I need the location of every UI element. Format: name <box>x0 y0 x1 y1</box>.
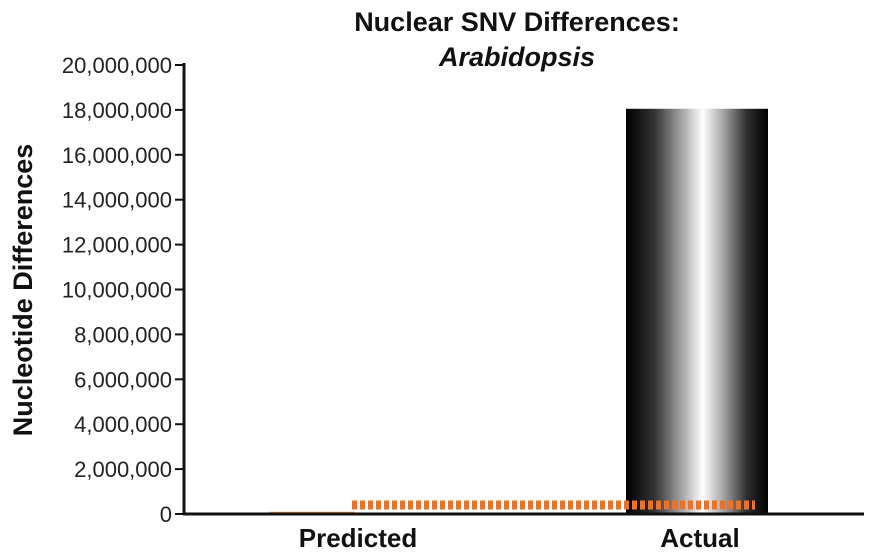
y-axis-ticks: 0 2,000,000 4,000,000 6,000,000 8,000,000 10,… <box>62 53 184 527</box>
y-tick-label: 16,000,000 <box>62 143 172 168</box>
chart-subtitle: Arabidopsis <box>438 42 595 72</box>
x-tick-label: Actual <box>660 523 739 553</box>
y-tick-label: 14,000,000 <box>62 188 172 213</box>
x-tick-label: Predicted <box>299 523 418 553</box>
y-tick-label: 20,000,000 <box>62 53 172 78</box>
y-tick-label: 18,000,000 <box>62 98 172 123</box>
y-tick-label: 8,000,000 <box>74 322 172 347</box>
chart-title: Nuclear SNV Differences: <box>354 7 680 37</box>
y-tick-label: 4,000,000 <box>74 412 172 437</box>
y-tick-label: 6,000,000 <box>74 367 172 392</box>
y-axis-label: Nucleotide Differences <box>8 144 38 437</box>
bars-group <box>269 108 768 514</box>
y-tick-label: 2,000,000 <box>74 457 172 482</box>
x-axis-ticks: Predicted Actual <box>299 523 740 553</box>
y-tick-label: 0 <box>160 502 172 527</box>
bar-actual <box>626 108 768 514</box>
y-tick-label: 10,000,000 <box>62 278 172 303</box>
y-tick-label: 12,000,000 <box>62 233 172 258</box>
